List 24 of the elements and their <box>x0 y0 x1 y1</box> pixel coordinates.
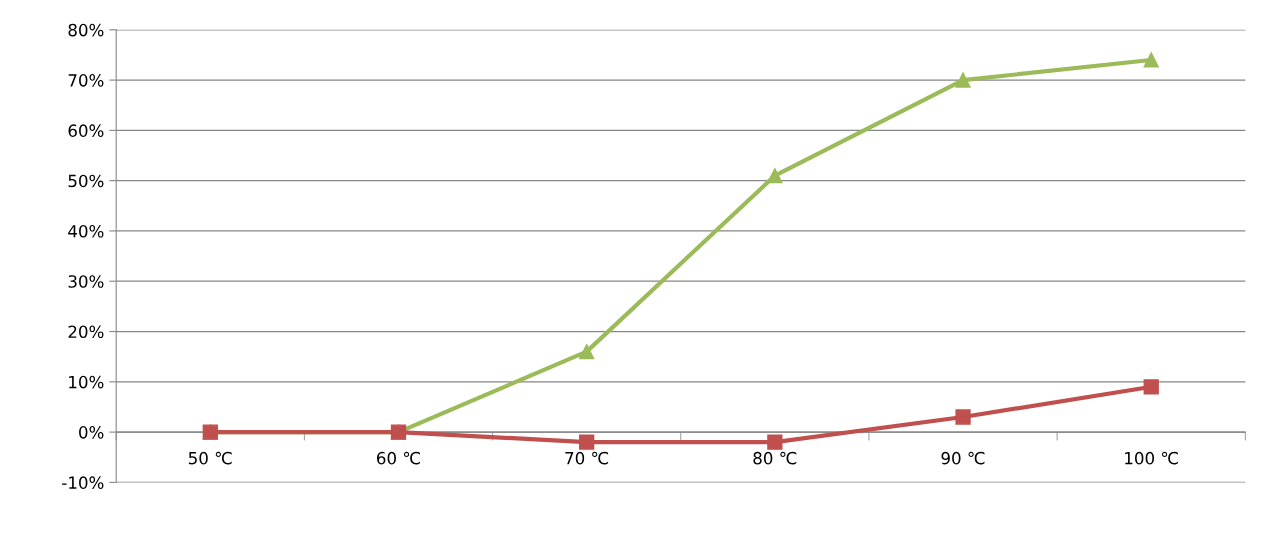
point <box>579 343 595 360</box>
point <box>767 167 783 184</box>
x-tick-label: 70 ℃ <box>565 451 609 465</box>
y-tick-label: -10% <box>62 476 104 489</box>
y-tick-label: 80% <box>68 23 104 37</box>
x-tick-label: 90 ℃ <box>941 451 985 465</box>
x-tick-label: 50 ℃ <box>188 451 232 465</box>
point <box>579 434 595 450</box>
point <box>955 72 971 88</box>
y-tick-label: 50% <box>68 174 104 188</box>
y-tick-label: 70% <box>68 74 104 87</box>
y-tick-label: 0% <box>79 426 104 439</box>
point <box>1143 52 1159 68</box>
x-tick-label: 80 ℃ <box>753 451 797 465</box>
y-tick-label: 20% <box>68 325 104 339</box>
y-tick-label: 10% <box>69 375 104 389</box>
y-tick-label: 60% <box>68 124 104 137</box>
x-tick-label: 60 ℃ <box>377 451 420 465</box>
y-tick-label: 30% <box>68 275 104 288</box>
point <box>767 434 783 450</box>
point <box>1143 379 1159 395</box>
y-tick-label: 40% <box>68 224 104 238</box>
point <box>955 409 971 425</box>
x-tick-label: 100 ℃ <box>1125 451 1178 465</box>
